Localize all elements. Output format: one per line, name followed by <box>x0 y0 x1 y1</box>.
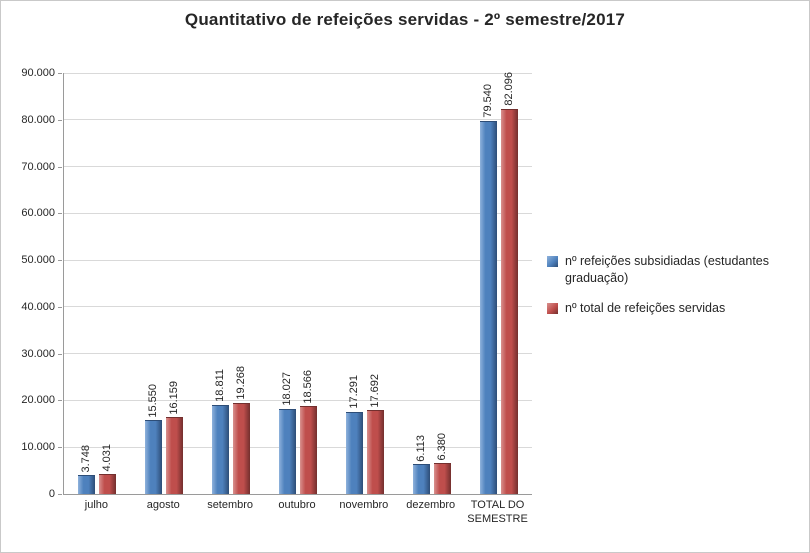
legend-item: nº total de refeições servidas <box>547 300 805 317</box>
gridline <box>64 119 532 121</box>
y-tick-mark <box>58 73 62 74</box>
bar-subsidized <box>278 408 296 494</box>
plot-area: 3.748 4.031 15.550 16.159 18.811 19.268 18.027… <box>63 72 532 495</box>
bar-value-label: 3.748 <box>80 444 93 473</box>
gridline <box>64 72 532 74</box>
x-category-label: outubro <box>278 499 316 511</box>
y-tick-label: 50.000 <box>21 254 55 267</box>
legend-label: nº total de refeições servidas <box>565 300 726 315</box>
legend-swatch-blue <box>547 256 558 267</box>
bar-subsidized <box>479 120 497 494</box>
x-category-label: setembro <box>207 499 254 511</box>
bar-subsidized <box>345 412 363 494</box>
legend: nº refeições subsidiadas (estudantes gra… <box>547 253 805 330</box>
y-tick-label: 30.000 <box>21 347 55 360</box>
bar-subsidized <box>412 464 430 494</box>
x-axis-labels: julho agosto setembro outubro novembro dezemb… <box>63 499 531 539</box>
bar-total <box>166 417 184 494</box>
y-tick-mark <box>58 447 62 449</box>
bar-value-label: 18.027 <box>280 372 293 406</box>
x-category-label: dezembro <box>406 499 456 511</box>
bar-total <box>500 108 518 494</box>
y-tick-label: 0 <box>48 488 55 500</box>
y-axis-labels: 0 10.000 20.000 30.000 40.000 50.000 60.000 70.… <box>1 67 62 500</box>
y-tick-label: 90.000 <box>21 67 55 79</box>
y-tick-mark <box>58 306 62 308</box>
bar-value-label: 6.113 <box>414 434 427 462</box>
category-column: 17.291 17.692 <box>331 73 398 494</box>
category-column: 3.748 4.031 <box>64 73 131 494</box>
y-tick-label: 20.000 <box>21 394 55 407</box>
bar-value-label: 6.380 <box>435 432 448 461</box>
gridline <box>64 446 532 448</box>
bar-value-label: 18.566 <box>301 369 314 404</box>
bar-value-label: 4.031 <box>101 443 114 472</box>
bar-subsidized <box>78 475 96 494</box>
bar-value-label: 82.096 <box>502 72 515 106</box>
bar-total <box>433 463 451 494</box>
legend-item: nº refeições subsidiadas (estudantes gra… <box>547 253 805 287</box>
bar-value-label: 16.159 <box>168 380 181 415</box>
category-column: 18.811 19.268 <box>198 73 265 494</box>
gridline <box>64 259 532 261</box>
chart-title: Quantitativo de refeições servidas - 2º … <box>184 10 626 29</box>
gridline <box>64 166 532 168</box>
y-tick-label: 70.000 <box>21 160 55 173</box>
y-tick-mark <box>58 494 62 495</box>
y-tick-mark <box>58 166 62 168</box>
category-column: 18.027 18.566 <box>265 73 332 494</box>
y-tick-mark <box>58 260 62 262</box>
y-tick-label: 40.000 <box>21 300 55 313</box>
category-column: 6.113 6.380 <box>398 73 465 494</box>
category-column: 79.540 82.096 <box>465 72 532 494</box>
y-tick-label: 80.000 <box>21 113 55 126</box>
bar-total <box>299 406 317 494</box>
bar-total <box>366 410 384 494</box>
y-tick-mark <box>58 119 62 121</box>
y-tick-label: 10.000 <box>21 441 55 454</box>
bar-value-label: 17.291 <box>347 375 360 410</box>
x-category-label: julho <box>84 499 109 511</box>
bar-total <box>233 402 251 494</box>
x-category-label: TOTAL DO SEMESTRE <box>467 499 528 525</box>
bar-value-label: 79.540 <box>481 84 494 118</box>
bar-value-label: 15.550 <box>147 383 160 418</box>
gridline <box>64 212 532 214</box>
bar-value-label: 17.692 <box>368 373 381 408</box>
bar-value-label: 18.811 <box>214 369 227 403</box>
bar-subsidized <box>212 405 230 494</box>
bar-total <box>99 474 117 494</box>
y-tick-mark <box>58 213 62 215</box>
category-column: 15.550 16.159 <box>131 73 198 494</box>
x-category-label: novembro <box>339 499 389 511</box>
legend-label: nº refeições subsidiadas (estudantes gra… <box>565 254 769 285</box>
bar-value-label: 19.268 <box>235 366 248 400</box>
y-tick-mark <box>58 353 62 355</box>
y-tick-mark <box>58 400 62 402</box>
gridline <box>64 399 532 401</box>
y-tick-label: 60.000 <box>21 207 55 220</box>
legend-swatch-red <box>547 302 558 314</box>
gridline <box>64 353 532 355</box>
bar-subsidized <box>145 420 163 494</box>
gridline <box>64 306 532 308</box>
x-category-label: agosto <box>146 499 180 511</box>
